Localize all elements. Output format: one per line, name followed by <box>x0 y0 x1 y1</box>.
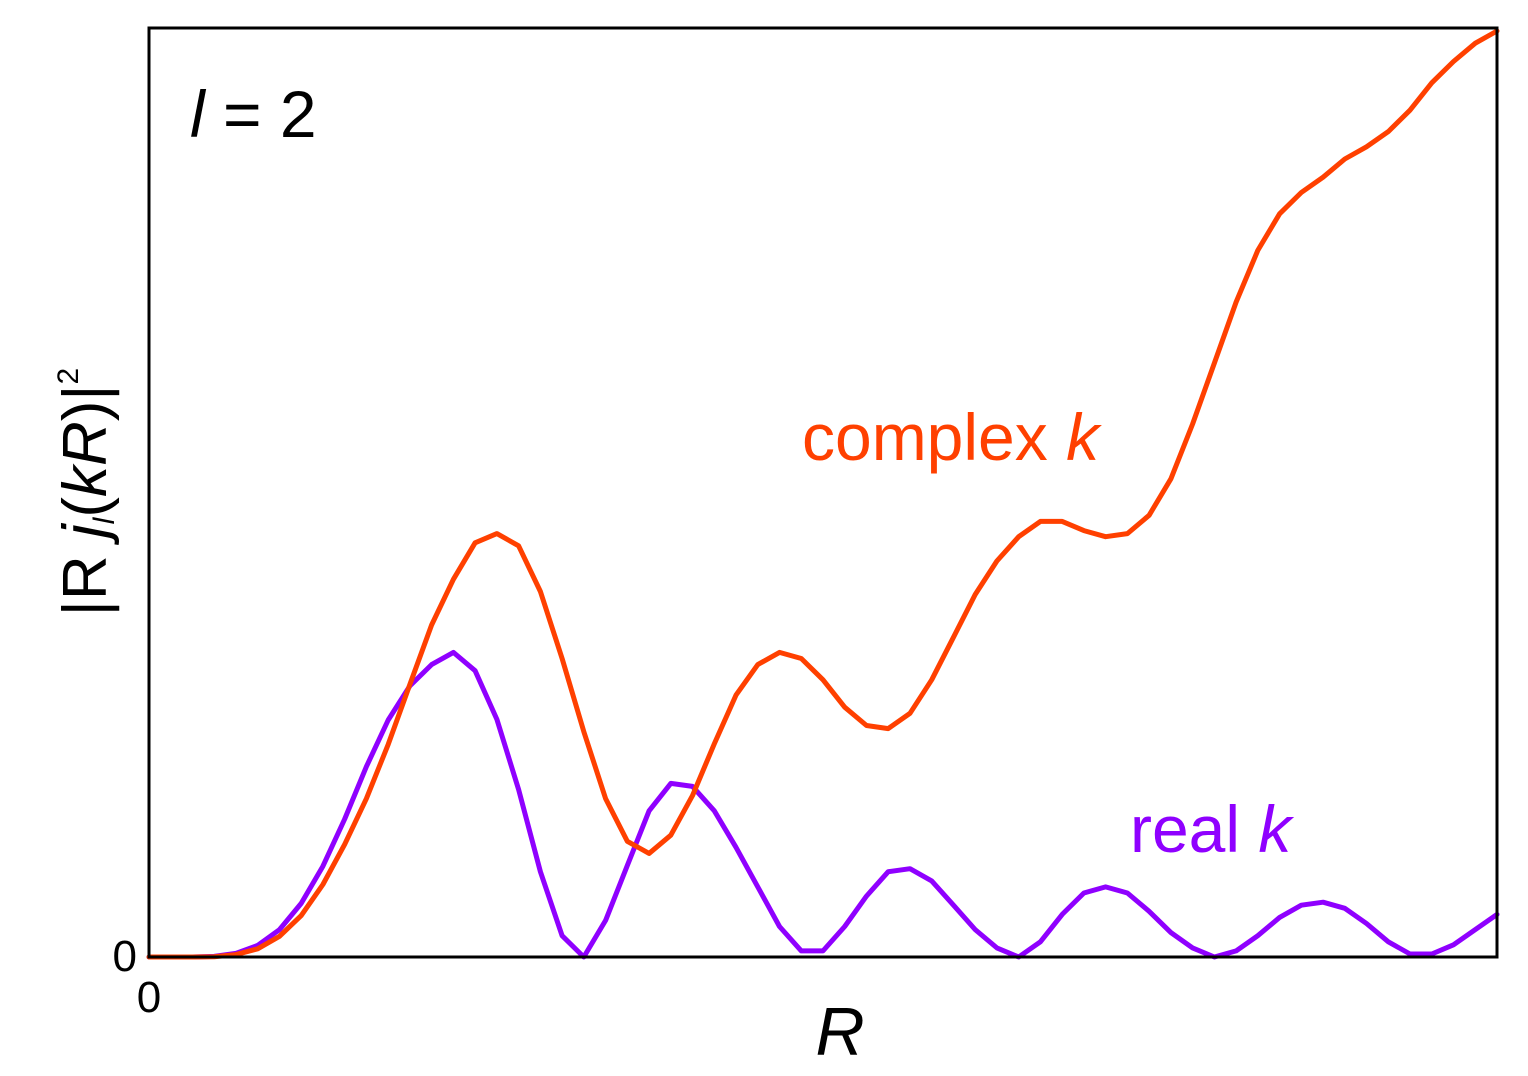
plot-frame <box>147 26 1499 959</box>
annotation-rest: = 2 <box>205 77 317 151</box>
y-label-arg-r: R <box>51 421 120 466</box>
y-label-arg-close: )| <box>51 384 120 421</box>
x-axis-label: R <box>815 994 864 1070</box>
annotation-var: l <box>190 77 207 151</box>
y-label-sub: l <box>88 516 121 524</box>
y-axis-label: |R jl(kR)|2 <box>51 368 121 616</box>
complex-k-label: complex k <box>802 400 1102 474</box>
series-line-real-k <box>146 649 1500 960</box>
y-ticks: 0 <box>113 932 137 981</box>
y-label-arg-k: k <box>51 463 120 497</box>
complex-k-label-text: complex <box>802 400 1066 474</box>
plot-lines <box>146 28 1500 960</box>
y-label-pre: |R <box>51 538 120 616</box>
y-label-arg-open: ( <box>51 497 120 518</box>
x-ticks: 0 <box>137 973 161 1022</box>
real-k-label: real k <box>1130 792 1294 866</box>
series-line-complex-k <box>146 28 1500 960</box>
x-tick-label-0: 0 <box>137 973 161 1022</box>
y-label-sup: 2 <box>52 368 85 385</box>
real-k-label-text: real <box>1130 792 1258 866</box>
y-tick-label-0: 0 <box>113 932 137 981</box>
complex-k-label-var: k <box>1066 400 1102 474</box>
panel-annotation: l = 2 <box>190 77 317 151</box>
real-k-label-var: k <box>1258 792 1294 866</box>
